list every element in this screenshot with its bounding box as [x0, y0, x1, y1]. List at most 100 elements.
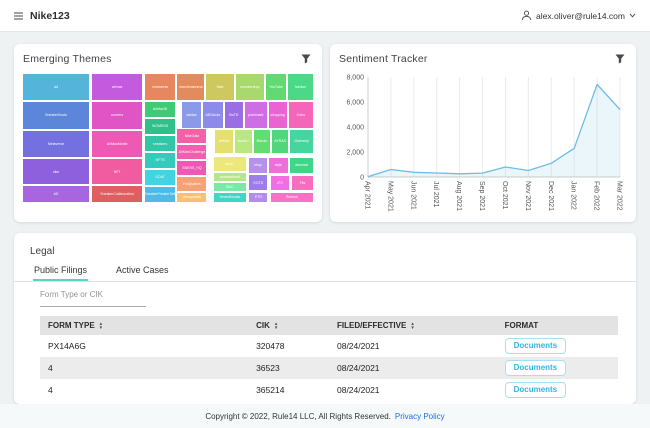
treemap-tile[interactable]: Reebok — [269, 191, 314, 203]
column-header[interactable]: FORM TYPE ▲ ▼ — [40, 321, 248, 330]
treemap-tile[interactable]: Fits — [290, 174, 314, 192]
themes-treemap: ad SneakerSouls Metaverse nike AD airmax runne… — [22, 73, 314, 203]
treemap-tile[interactable]: AirMaxMonth — [91, 129, 143, 159]
treemap-tile[interactable]: NikeGala — [176, 127, 208, 144]
treemap-tile-label: NFTS — [155, 158, 165, 163]
treemap-tile[interactable]: HotQuakes — [176, 175, 208, 192]
treemap-tile[interactable]: nike — [22, 158, 91, 186]
filter-icon[interactable] — [615, 54, 625, 64]
filter-icon[interactable] — [301, 54, 311, 64]
treemap-tile[interactable]: sneakerdrop — [234, 73, 265, 101]
treemap-tile[interactable]: AirMaxID — [144, 100, 177, 118]
treemap-tile-label: BAC — [226, 185, 234, 190]
treemap-tile[interactable]: YouTube — [264, 73, 288, 101]
documents-button[interactable]: Documents — [504, 360, 567, 376]
privacy-policy-link[interactable]: Privacy Policy — [394, 411, 445, 421]
treemap-tile[interactable]: NFTS — [144, 152, 177, 169]
treemap-tile-label: AYRAS — [274, 139, 286, 144]
treemap-tile-label: AirMaxChallenge — [178, 150, 206, 155]
treemap-tile[interactable]: sneakerhead — [212, 171, 247, 183]
user-icon — [521, 10, 532, 21]
treemap-tile[interactable]: SneakerSouls — [22, 100, 91, 130]
column-header[interactable]: FILED/EFFECTIVE ▲ ▼ — [329, 321, 497, 330]
treemap-tile[interactable]: yeezymafia — [176, 191, 208, 203]
column-header-label: FILED/EFFECTIVE — [336, 321, 407, 330]
treemap-tile-label: fashion — [294, 84, 307, 89]
legal-card: Legal Public Filings Active Cases Form T… — [14, 233, 636, 404]
table-row: PX14A6G 320478 08/24/2021 Documents — [40, 335, 618, 357]
treemap-tile[interactable]: BAC — [212, 182, 247, 192]
sort-icon[interactable]: ▲ ▼ — [98, 321, 104, 330]
treemap-tile[interactable]: ETH — [248, 191, 269, 203]
svg-text:0: 0 — [360, 175, 364, 182]
legal-tabs: Public Filings Active Cases — [14, 265, 636, 282]
treemap-tile[interactable]: AYRAS — [271, 129, 290, 154]
treemap-tile[interactable]: AirMax — [214, 129, 234, 154]
treemap-tile[interactable]: adidas — [181, 100, 202, 130]
treemap-tile[interactable]: ebay — [248, 156, 268, 174]
treemap-tile[interactable]: metaverse — [144, 73, 177, 101]
treemap-tile[interactable]: Nike — [205, 73, 235, 101]
sort-icon[interactable]: ▲ ▼ — [273, 321, 279, 330]
treemap-tile[interactable]: marchmadness — [176, 73, 206, 101]
treemap-tile-label: yeezymafia — [183, 195, 201, 200]
treemap-tile[interactable]: poshmark — [243, 100, 268, 130]
treemap-tile[interactable]: style — [267, 156, 290, 174]
documents-button[interactable]: Documents — [504, 382, 567, 398]
table-cell-form_type: 4 — [48, 363, 53, 373]
treemap-tile[interactable]: SNKRS_HQ — [176, 160, 208, 176]
treemap-tile[interactable]: ssc2+ — [212, 155, 247, 172]
svg-text:2,000: 2,000 — [346, 150, 364, 157]
treemap-tile[interactable]: BoTD — [223, 100, 244, 130]
treemap-tile-label: runners — [111, 113, 124, 118]
treemap-tile[interactable]: JFC — [269, 174, 291, 192]
treemap-tile[interactable]: runners — [91, 100, 143, 130]
treemap-tile-label: SneakerSouls — [45, 113, 67, 118]
column-header[interactable]: CIK ▲ ▼ — [248, 321, 329, 330]
treemap-tile[interactable]: SevenBrooks — [212, 191, 247, 203]
treemap-tile[interactable]: AirMaxChallenge — [176, 143, 208, 161]
treemap-tile[interactable]: Metaverse — [22, 129, 91, 159]
svg-text:Aug 2021: Aug 2021 — [455, 181, 462, 211]
treemap-tile[interactable]: abomart — [289, 156, 314, 174]
treemap-tile[interactable]: ABCkicks — [201, 100, 224, 130]
treemap-tile[interactable]: GOAT — [144, 168, 177, 186]
treemap-tile[interactable]: Givenchy — [289, 129, 314, 154]
main-content: Emerging Themes ad SneakerSouls Metaverse n… — [0, 32, 650, 404]
legal-title: Legal — [30, 246, 55, 257]
svg-text:Jul 2021: Jul 2021 — [432, 181, 439, 208]
treemap-tile[interactable]: Kicks — [287, 100, 314, 130]
treemap-tile-label: ABCkicks — [205, 112, 221, 117]
treemap-tile-label: SneakerFreakerTalk — [144, 192, 176, 197]
treemap-tile[interactable]: NFT — [91, 158, 143, 186]
table-cell-cik: 320478 — [256, 341, 285, 351]
svg-text:Jun 2021: Jun 2021 — [409, 181, 416, 210]
tab-active-cases[interactable]: Active Cases — [116, 265, 169, 275]
treemap-tile[interactable]: Bitcoin — [252, 129, 272, 154]
menu-icon[interactable] — [14, 11, 23, 20]
table-cell-cik: 36523 — [256, 363, 280, 373]
treemap-tile[interactable]: stockx+ — [233, 129, 253, 154]
treemap-tile[interactable]: SneakerCollaboration — [91, 185, 143, 203]
treemap-tile-label: abomart — [295, 163, 308, 168]
treemap-tile[interactable]: KOTD — [248, 174, 269, 192]
treemap-tile[interactable]: sneakers — [144, 135, 177, 153]
documents-button[interactable]: Documents — [504, 338, 567, 354]
treemap-tile[interactable]: AD — [22, 185, 91, 203]
treemap-tile[interactable]: SneakerFreakerTalk — [144, 185, 177, 203]
treemap-tile[interactable]: ad — [22, 73, 91, 101]
table-cell-cik: 365214 — [256, 385, 285, 395]
treemap-tile-label: Bitcoin — [256, 139, 268, 144]
chevron-down-icon — [629, 13, 636, 18]
treemap-tile[interactable]: shopping — [267, 100, 288, 130]
treemap-tile[interactable]: airmax — [91, 73, 143, 101]
treemap-tile[interactable]: fashion — [287, 73, 314, 101]
user-menu[interactable]: alex.oliver@rule14.com — [521, 10, 636, 21]
tab-public-filings[interactable]: Public Filings — [33, 265, 89, 281]
sort-icon[interactable]: ▲ ▼ — [410, 321, 415, 330]
treemap-tile-label: KOTD — [253, 180, 264, 185]
treemap-tile-label: metaverse — [151, 84, 169, 89]
form-type-cik-input[interactable]: Form Type or CIK — [40, 290, 146, 307]
treemap-tile[interactable]: WOMENS — [144, 117, 177, 135]
copyright-text: Copyright © 2022, Rule14 LLC, All Rights… — [205, 411, 391, 421]
